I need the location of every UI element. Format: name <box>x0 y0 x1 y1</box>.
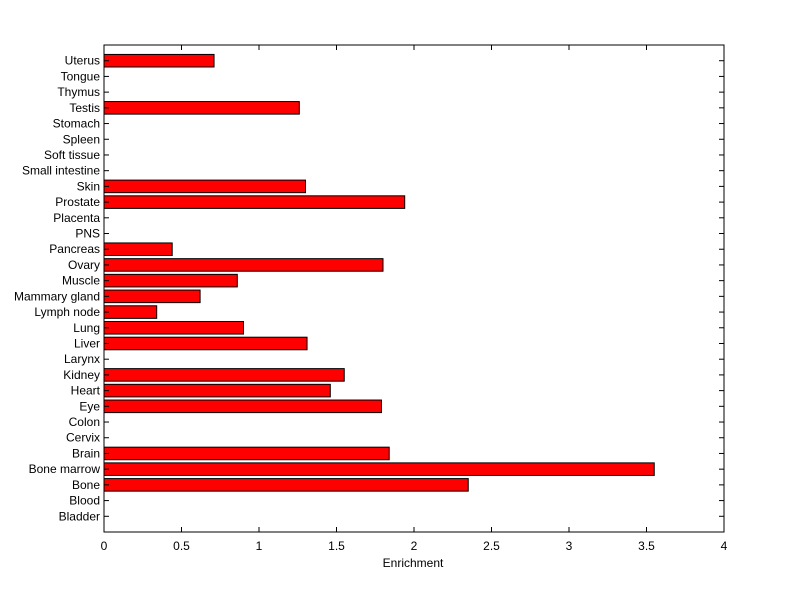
x-tick-label: 3 <box>566 539 573 553</box>
x-tick-label: 2.5 <box>483 539 500 553</box>
x-tick-label: 0.5 <box>173 539 190 553</box>
bar-eye <box>103 399 382 414</box>
bar-muscle <box>103 273 238 288</box>
bar-uterus <box>103 53 215 68</box>
y-tick-label: Prostate <box>55 195 100 209</box>
bar-lung <box>103 320 244 335</box>
axis-ticks <box>103 45 725 532</box>
bar-heart <box>103 383 331 398</box>
bar-prostate <box>103 195 406 209</box>
bar-liver <box>103 336 308 351</box>
bar-pancreas <box>103 242 173 257</box>
bar-brain <box>103 446 390 461</box>
y-tick-label: Larynx <box>64 352 100 366</box>
y-tick-label: Tongue <box>61 69 101 83</box>
y-tick-label: Soft tissue <box>44 148 100 162</box>
y-tick-label: Placenta <box>53 211 100 225</box>
bar-skin <box>103 179 306 194</box>
y-tick-label: Colon <box>69 415 100 429</box>
x-tick-label: 3.5 <box>638 539 655 553</box>
y-tick-label: Muscle <box>62 274 100 288</box>
y-tick-label: Spleen <box>63 132 100 146</box>
y-tick-label: Eye <box>79 399 100 413</box>
y-tick-label: Thymus <box>57 85 100 99</box>
bar-mammary-gland <box>103 289 201 304</box>
y-tick-label: Bladder <box>59 509 100 523</box>
y-tick-label: Ovary <box>68 258 100 272</box>
y-tick-label: Cervix <box>66 431 100 445</box>
x-tick-label: 1 <box>256 539 263 553</box>
y-tick-label: Bone <box>72 478 100 492</box>
x-tick-label: 2 <box>411 539 418 553</box>
y-tick-label: Stomach <box>53 117 100 131</box>
y-tick-label: Skin <box>77 179 100 193</box>
bar-testis <box>103 101 300 115</box>
y-tick-label: Brain <box>72 446 100 460</box>
y-tick-label: Uterus <box>65 54 100 68</box>
bar-ovary <box>103 258 384 272</box>
bar-bone <box>103 478 469 492</box>
x-tick-label: 4 <box>721 539 728 553</box>
x-tick-label: 0 <box>101 539 108 553</box>
bar-kidney <box>103 368 345 382</box>
y-tick-label: Pancreas <box>49 242 100 256</box>
x-tick-labels: 0 0.5 1 1.5 2 2.5 3 3.5 4 <box>101 539 728 553</box>
y-tick-label: Lung <box>73 321 100 335</box>
y-tick-label: Small intestine <box>22 164 100 178</box>
y-tick-label: Mammary gland <box>14 289 100 303</box>
y-tick-label: Heart <box>71 384 101 398</box>
x-tick-label: 1.5 <box>328 539 345 553</box>
y-tick-label: Blood <box>69 494 100 508</box>
y-tick-label: Kidney <box>63 368 100 382</box>
y-tick-label: PNS <box>75 227 100 241</box>
plot-frame <box>103 44 725 533</box>
bar-bone-marrow <box>103 462 655 476</box>
x-axis-label: Enrichment <box>383 556 444 570</box>
bar-lymph-node <box>103 305 158 319</box>
y-tick-label: Lymph node <box>34 305 100 319</box>
y-tick-label: Bone marrow <box>29 462 101 476</box>
y-tick-label: Liver <box>74 336 100 350</box>
y-tick-label: Testis <box>69 101 100 115</box>
